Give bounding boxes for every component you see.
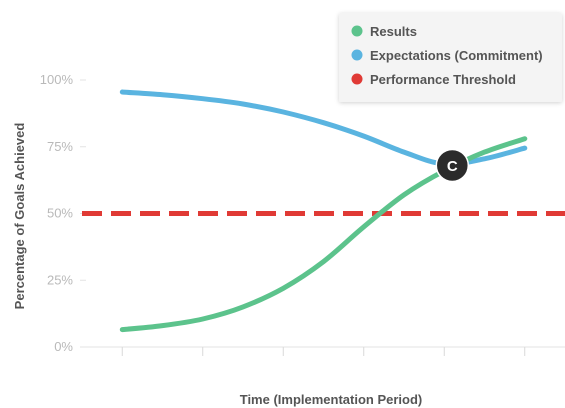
legend-swatch <box>351 25 363 37</box>
y-tick-label: 75% <box>47 139 73 154</box>
legend-label: Performance Threshold <box>370 72 516 87</box>
y-axis-ticks: 0% 25% 50% 75% 100% <box>40 72 86 354</box>
series-line-expectations <box>119 89 528 167</box>
legend-box <box>339 13 562 102</box>
x-axis-title: Time (Implementation Period) <box>240 392 423 407</box>
legend-label: Expectations (Commitment) <box>370 48 543 63</box>
annotation-marker <box>435 148 470 183</box>
legend-label: Results <box>370 24 417 39</box>
legend: Results Expectations (Commitment) Performa… <box>339 13 562 102</box>
x-axis-ticks <box>121 347 526 356</box>
y-axis-title: Percentage of Goals Achieved <box>12 123 27 310</box>
annotation-label: C <box>447 158 458 175</box>
y-tick-label: 100% <box>40 72 74 87</box>
series-lines <box>82 89 565 333</box>
legend-swatch <box>351 49 363 61</box>
y-tick-label: 25% <box>47 272 73 287</box>
annotation-layer: C <box>435 148 470 183</box>
legend-swatch <box>351 73 363 85</box>
y-tick-label: 50% <box>47 206 73 221</box>
y-tick-label: 0% <box>54 339 73 354</box>
